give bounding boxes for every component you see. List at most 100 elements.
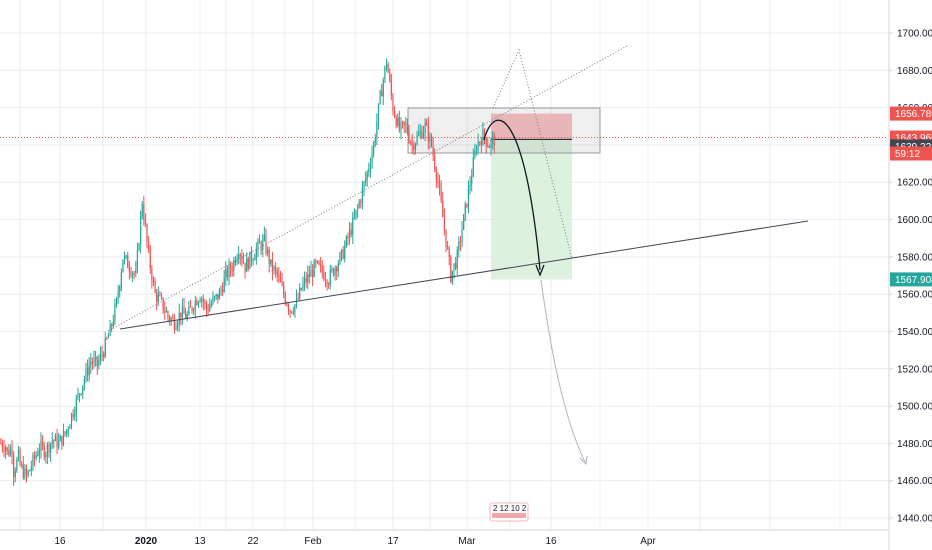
candle-body — [434, 155, 436, 169]
time-tick-label: Apr — [640, 536, 656, 547]
candle-body — [262, 239, 264, 251]
candle-body — [165, 311, 167, 313]
candle-body — [239, 254, 241, 256]
candle-body — [254, 258, 256, 261]
candle-body — [242, 260, 245, 264]
candle-body — [22, 464, 24, 478]
candle-body — [289, 310, 291, 312]
candle-body — [271, 259, 274, 272]
candle-body — [424, 122, 426, 133]
candle-body — [191, 307, 193, 311]
price-tick-label: 1700.000 — [897, 29, 932, 40]
candle-body — [109, 324, 111, 336]
candle-body — [130, 271, 132, 276]
candle-body — [175, 327, 177, 330]
candle-body — [180, 312, 182, 318]
candle-body — [432, 145, 434, 156]
candle-body — [252, 260, 254, 262]
candle-body — [246, 258, 248, 272]
candle-body — [209, 305, 211, 311]
candle-body — [119, 286, 121, 294]
candle-body — [350, 229, 352, 235]
candle-body — [401, 121, 404, 123]
candle-body — [220, 289, 222, 291]
candle-body — [146, 224, 148, 242]
candle-body — [286, 303, 288, 306]
pair-badge[interactable]: 2 12 10 2 — [489, 502, 529, 522]
candle-body — [490, 140, 492, 148]
candle-body — [48, 444, 50, 453]
candle-body — [8, 450, 10, 456]
candle-body — [368, 169, 370, 172]
forecast-arrowhead — [535, 264, 545, 277]
candle-body — [205, 302, 208, 310]
candle-body — [24, 468, 26, 478]
candle-body — [270, 259, 272, 264]
take-profit-zone — [491, 139, 572, 280]
candle-body — [27, 470, 29, 476]
candle-body — [366, 171, 368, 179]
candle-body — [56, 435, 58, 448]
candle-body — [321, 265, 323, 273]
candle-body — [196, 300, 198, 305]
candle-body — [154, 281, 156, 293]
candle-body — [91, 361, 94, 364]
candlestick-series — [0, 58, 495, 486]
candle-body — [395, 116, 397, 126]
candle-body — [103, 354, 105, 357]
candle-body — [58, 440, 60, 448]
candle-body — [480, 142, 482, 146]
price-tag-label: 1643.966 — [895, 133, 932, 144]
candle-body — [332, 268, 335, 276]
candle-body — [385, 64, 388, 67]
candle-body — [342, 249, 344, 259]
candle-body — [83, 378, 85, 386]
candle-body — [400, 121, 402, 131]
candle-body — [247, 258, 249, 269]
time-axis[interactable]: 16 2020 13 22 Feb 17 Mar 16 Apr — [0, 529, 888, 547]
candle-body — [141, 204, 143, 217]
candle-body — [464, 203, 466, 215]
candle-body — [461, 229, 463, 242]
candle-body — [98, 360, 100, 366]
candle-body — [390, 80, 392, 96]
candle-body — [33, 455, 36, 459]
candle-body — [413, 144, 415, 150]
candle-body — [373, 143, 375, 154]
candle-body — [93, 358, 95, 364]
candle-body — [392, 95, 394, 112]
candle-body — [279, 276, 282, 283]
candle-body — [446, 246, 449, 249]
candle-body — [283, 285, 285, 295]
candle-body — [223, 277, 225, 293]
candle-body — [302, 282, 304, 290]
candle-body — [194, 300, 196, 311]
candle-body — [299, 288, 301, 299]
candle-body — [384, 66, 386, 81]
projection-triangle — [492, 48, 573, 260]
candle-body — [25, 468, 28, 476]
candle-body — [435, 168, 437, 181]
candle-body — [138, 244, 140, 251]
candle-body — [197, 301, 200, 305]
price-tick-label: 1440.000 — [897, 514, 932, 525]
candle-body — [331, 268, 333, 270]
candle-body — [120, 272, 122, 287]
candle-body — [311, 270, 314, 277]
candle-body — [164, 310, 166, 313]
candle-body — [477, 141, 479, 151]
candle-body — [217, 294, 219, 300]
candle-body — [193, 310, 195, 312]
chart-grid — [0, 0, 888, 530]
candle-body — [268, 249, 270, 264]
resistance-box — [407, 107, 601, 154]
candle-body — [426, 122, 428, 126]
candle-body — [234, 260, 237, 263]
candle-body — [284, 294, 286, 304]
candle-body — [202, 299, 204, 303]
candle-body — [53, 440, 55, 442]
candle-body — [360, 201, 362, 203]
candle-body — [152, 281, 155, 283]
candle-body — [9, 449, 12, 456]
